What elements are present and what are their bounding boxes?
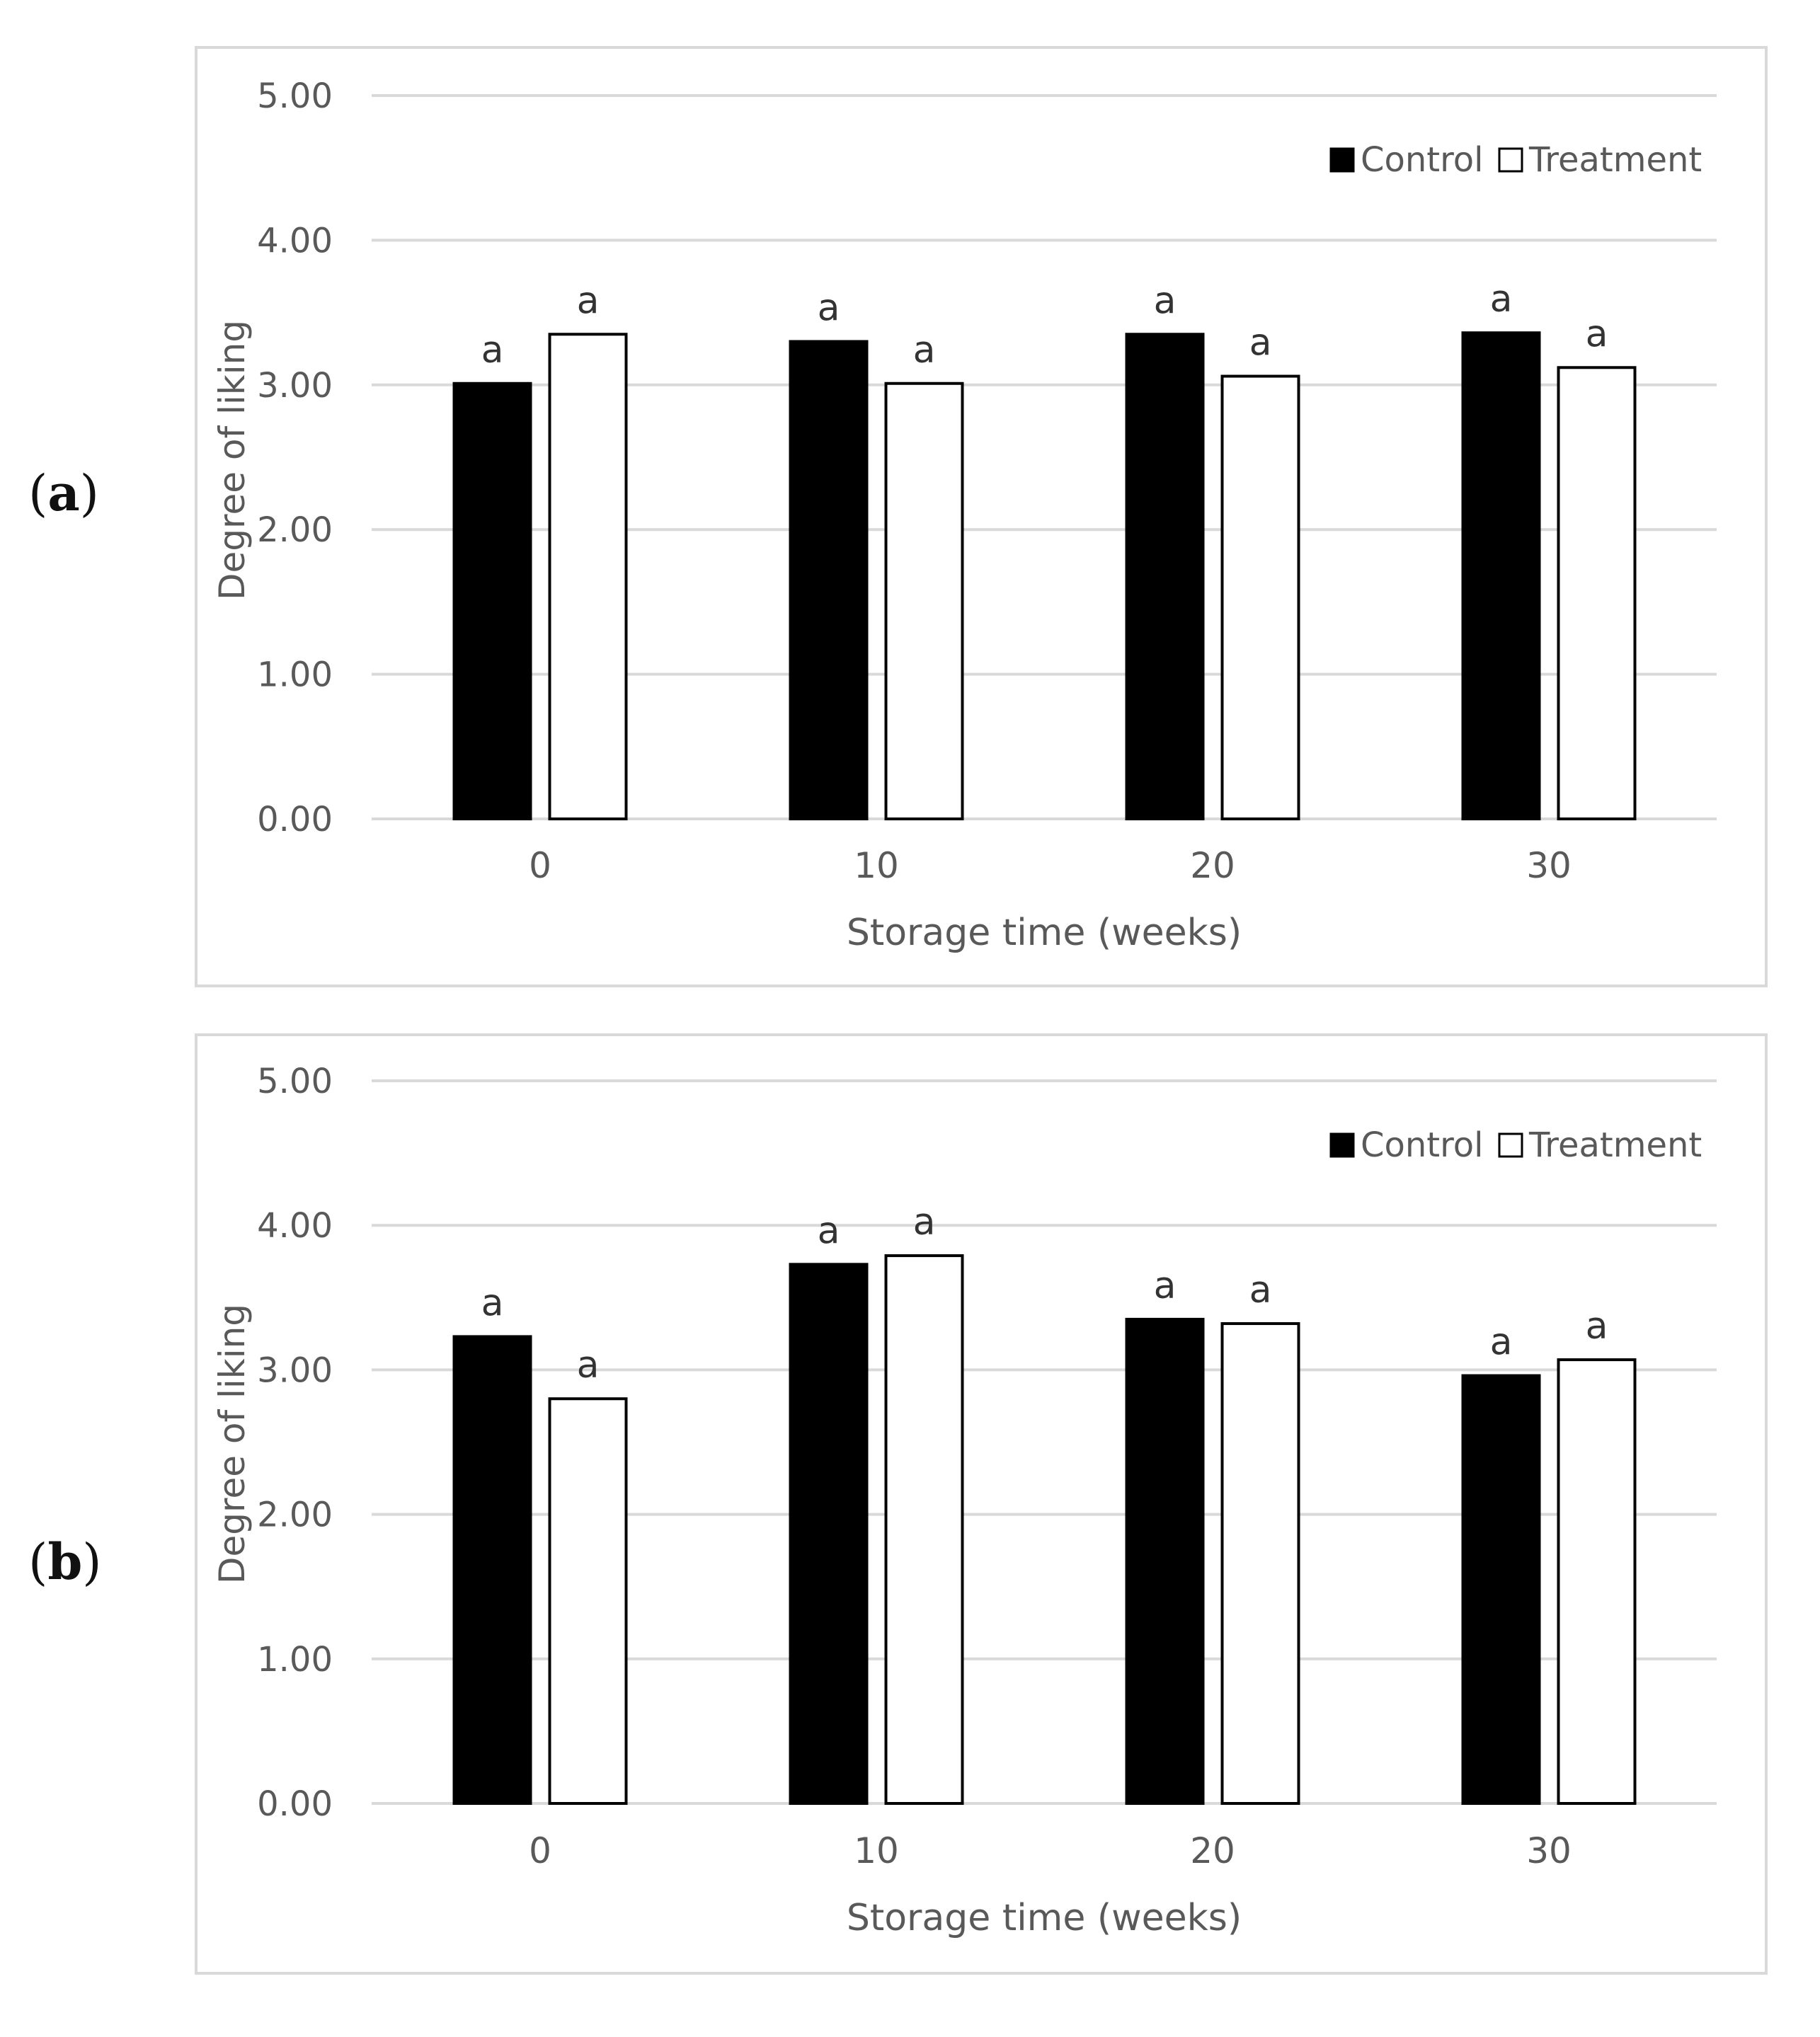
panel-label-b: (b)	[28, 1532, 102, 1591]
y-tick-label: 4.00	[257, 221, 333, 260]
bar-treatment-10	[884, 1254, 964, 1806]
y-tick-label: 0.00	[257, 800, 333, 839]
panel-label-a: (a)	[28, 464, 99, 522]
significance-label: a	[818, 287, 840, 329]
x-tick-label: 10	[854, 845, 899, 886]
bar-control-10	[789, 1263, 869, 1805]
bar-control-10	[789, 340, 869, 821]
significance-label: a	[1249, 322, 1272, 365]
significance-label: a	[1490, 278, 1513, 321]
significance-label: a	[577, 280, 600, 322]
y-tick-label: 0.00	[257, 1784, 333, 1824]
bar-treatment-10	[884, 381, 964, 820]
bar-control-0	[452, 381, 532, 820]
significance-label: a	[1586, 313, 1608, 355]
bar-treatment-0	[548, 333, 628, 820]
x-tick-label: 30	[1526, 1830, 1572, 1871]
bar-control-20	[1125, 333, 1205, 820]
panel-label-a-close: )	[79, 464, 99, 522]
y-tick-label: 3.00	[257, 1350, 333, 1390]
legend-swatch-control	[1329, 1132, 1355, 1158]
legend-label-control: Control	[1361, 1125, 1484, 1165]
significance-label: a	[481, 1282, 504, 1324]
significance-label: a	[1490, 1321, 1513, 1364]
panel-letter-b: b	[47, 1532, 83, 1591]
legend-label-treatment: Treatment	[1528, 140, 1702, 180]
legend-swatch-treatment	[1498, 1132, 1523, 1158]
x-tick-label: 10	[854, 1830, 899, 1871]
y-axis-label: Degree of liking	[212, 1304, 253, 1584]
y-tick-label: 5.00	[257, 1062, 333, 1101]
y-tick-label: 5.00	[257, 76, 333, 116]
significance-label: a	[913, 329, 936, 372]
bar-treatment-30	[1557, 366, 1637, 820]
x-tick-label: 30	[1526, 845, 1572, 886]
y-axis-label: Degree of liking	[212, 320, 253, 600]
panel-label-a-open: (	[28, 464, 48, 522]
bar-control-30	[1461, 1374, 1541, 1805]
bar-treatment-30	[1557, 1358, 1637, 1805]
y-tick-label: 1.00	[257, 1640, 333, 1680]
x-axis-label: Storage time (weeks)	[847, 1897, 1242, 1939]
bar-control-30	[1461, 331, 1541, 820]
legend-label-treatment: Treatment	[1528, 1125, 1702, 1165]
panel-label-b-close: )	[82, 1533, 102, 1591]
x-tick-label: 0	[529, 845, 551, 886]
bar-treatment-20	[1220, 1322, 1300, 1805]
significance-label: a	[1154, 280, 1177, 322]
x-tick-label: 20	[1190, 1830, 1235, 1871]
y-tick-label: 2.00	[257, 510, 333, 550]
significance-label: a	[577, 1344, 600, 1387]
x-tick-label: 0	[529, 1830, 551, 1871]
significance-label: a	[481, 329, 504, 372]
significance-label: a	[818, 1210, 840, 1252]
y-tick-label: 2.00	[257, 1496, 333, 1535]
panel-letter-a: a	[47, 464, 80, 522]
bar-treatment-0	[548, 1397, 628, 1805]
significance-label: a	[1249, 1269, 1272, 1312]
significance-label: a	[913, 1201, 936, 1244]
significance-label: a	[1586, 1305, 1608, 1348]
legend-label-control: Control	[1361, 140, 1484, 180]
bar-control-20	[1125, 1317, 1205, 1806]
significance-label: a	[1154, 1265, 1177, 1307]
bar-treatment-20	[1220, 374, 1300, 820]
x-axis-label: Storage time (weeks)	[847, 912, 1242, 954]
y-tick-label: 1.00	[257, 655, 333, 695]
legend-swatch-control	[1329, 147, 1355, 173]
bar-control-0	[452, 1335, 532, 1805]
y-tick-label: 4.00	[257, 1206, 333, 1246]
y-tick-label: 3.00	[257, 366, 333, 406]
panel-label-b-open: (	[28, 1533, 48, 1591]
x-tick-label: 20	[1190, 845, 1235, 886]
legend-swatch-treatment	[1498, 147, 1523, 173]
